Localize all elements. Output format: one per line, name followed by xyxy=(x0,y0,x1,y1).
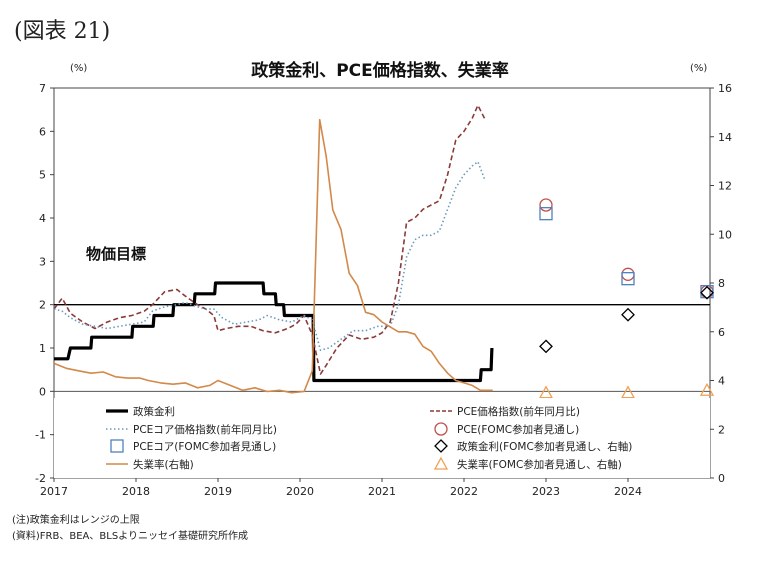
projection-marker xyxy=(700,285,714,300)
legend-item: 失業率(右軸) xyxy=(106,458,194,471)
right-tick-label: 0 xyxy=(718,472,725,485)
x-tick-label: 2022 xyxy=(450,485,478,498)
legend-item: 政策金利 xyxy=(106,405,175,418)
legend-box xyxy=(54,398,710,478)
series-line-0 xyxy=(54,281,494,383)
projection-marker xyxy=(620,385,636,399)
left-tick-label: 0 xyxy=(39,385,46,398)
right-tick-label: 6 xyxy=(718,326,725,339)
left-tick-label: 3 xyxy=(39,255,46,268)
legend-swatch xyxy=(434,439,448,453)
x-tick-label: 2023 xyxy=(532,485,560,498)
legend-label: 政策金利 xyxy=(133,405,175,418)
legend-item: PCEコア(FOMC参加者見通し) xyxy=(110,439,276,453)
left-tick-label: 5 xyxy=(39,169,46,182)
left-tick-label: 1 xyxy=(39,342,46,355)
right-tick-label: 4 xyxy=(718,375,725,388)
right-tick-label: 2 xyxy=(718,423,725,436)
legend-item: 政策金利(FOMC参加者見通し、右軸) xyxy=(434,439,632,453)
legend: 政策金利 PCE価格指数(前年同月比) PCEコア価格指数(前年同月比) PCE(FO… xyxy=(106,405,632,471)
legend-label: 政策金利(FOMC参加者見通し、右軸) xyxy=(457,440,632,453)
x-tick-label: 2021 xyxy=(368,485,396,498)
legend-item: PCE価格指数(前年同月比) xyxy=(430,405,580,418)
x-tick-label: 2020 xyxy=(286,485,314,498)
legend-label: PCEコア(FOMC参加者見通し) xyxy=(133,440,276,453)
left-tick-label: 2 xyxy=(39,299,46,312)
legend-item: 失業率(FOMC参加者見通し、右軸) xyxy=(433,456,622,471)
left-tick-label: 4 xyxy=(39,212,46,225)
projection-marker xyxy=(621,307,635,322)
legend-swatch xyxy=(433,456,449,470)
target-annotation: 物価目標 xyxy=(86,245,146,263)
right-axis-unit: (%) xyxy=(690,63,707,74)
legend-swatch xyxy=(434,422,448,436)
legend-label: PCE(FOMC参加者見通し) xyxy=(457,423,579,436)
legend-label: 失業率(FOMC参加者見通し、右軸) xyxy=(457,458,622,471)
chart-title: 政策金利、PCE価格指数、失業率 xyxy=(251,60,509,81)
projection-marker xyxy=(699,382,715,396)
legend-label: PCE価格指数(前年同月比) xyxy=(457,405,580,418)
x-tick-label: 2018 xyxy=(122,485,150,498)
series-line-3 xyxy=(53,118,493,394)
legend-label: 失業率(右軸) xyxy=(133,458,194,471)
series-line-2 xyxy=(53,160,486,351)
projection-marker xyxy=(538,385,554,399)
projection-marker xyxy=(539,339,553,354)
x-tick-label: 2017 xyxy=(40,485,68,498)
figure-label: (図表 21) xyxy=(14,19,110,44)
left-tick-label: -1 xyxy=(35,429,46,442)
projection-marker xyxy=(621,267,635,281)
left-tick-label: -2 xyxy=(35,472,46,485)
left-axis-unit: (%) xyxy=(70,63,87,74)
left-tick-label: 7 xyxy=(39,82,46,95)
right-tick-label: 12 xyxy=(718,180,732,193)
legend-item: PCEコア価格指数(前年同月比) xyxy=(106,423,277,436)
projection-marker xyxy=(700,285,714,299)
right-tick-label: 14 xyxy=(718,131,732,144)
x-tick-label: 2019 xyxy=(204,485,232,498)
legend-swatch xyxy=(110,439,124,453)
right-tick-label: 16 xyxy=(718,82,732,95)
projection-marker xyxy=(621,272,635,286)
note-line-2: (資料)FRB、BEA、BLSよりニッセイ基礎研究所作成 xyxy=(12,529,248,542)
legend-label: PCEコア価格指数(前年同月比) xyxy=(133,423,277,436)
projection-marker xyxy=(539,198,553,212)
right-tick-label: 8 xyxy=(718,277,725,290)
projection-marker xyxy=(539,207,553,221)
x-tick-label: 2024 xyxy=(614,485,642,498)
legend-item: PCE(FOMC参加者見通し) xyxy=(434,422,579,436)
right-tick-label: 10 xyxy=(718,228,732,241)
note-line-1: (注)政策金利はレンジの上限 xyxy=(12,513,140,526)
left-tick-label: 6 xyxy=(39,125,46,138)
series-line-1 xyxy=(53,104,486,375)
